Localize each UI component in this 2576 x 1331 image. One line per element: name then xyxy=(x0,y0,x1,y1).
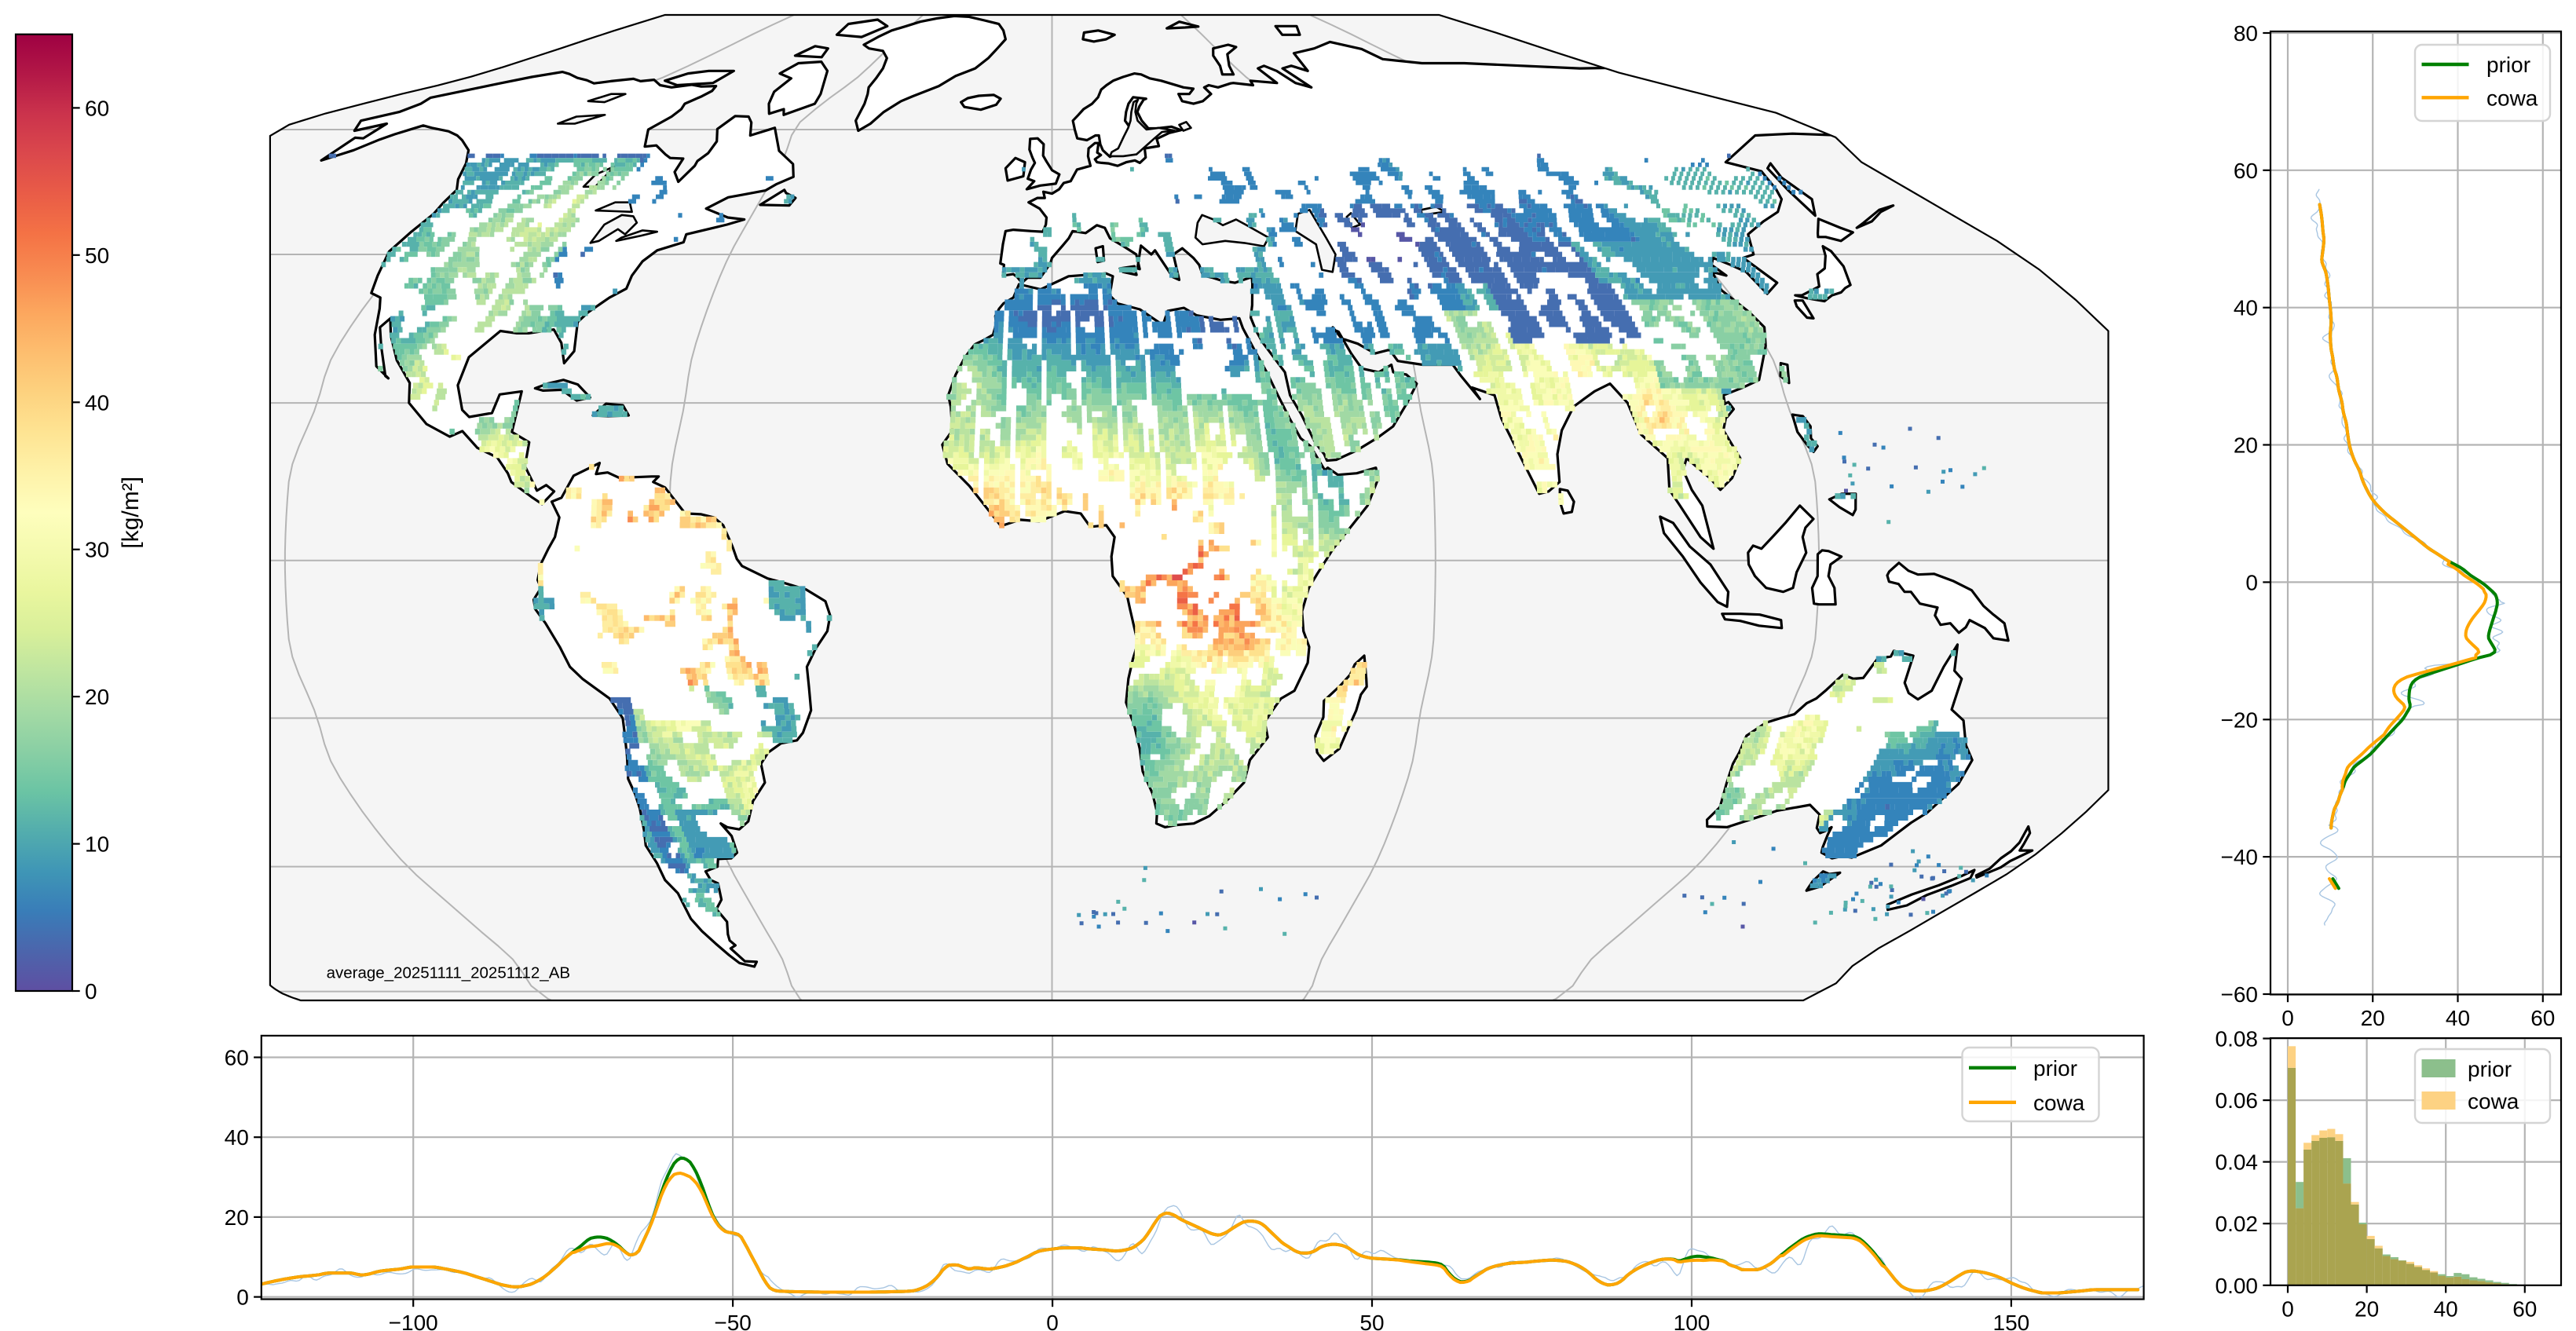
svg-text:0.00: 0.00 xyxy=(2216,1274,2259,1298)
svg-text:0: 0 xyxy=(85,979,97,1004)
svg-text:prior: prior xyxy=(2468,1057,2512,1081)
svg-text:20: 20 xyxy=(225,1205,249,1230)
svg-text:prior: prior xyxy=(2486,53,2530,77)
svg-text:40: 40 xyxy=(2446,1006,2470,1030)
svg-text:0: 0 xyxy=(2281,1006,2294,1030)
svg-text:100: 100 xyxy=(1674,1311,1711,1331)
svg-text:30: 30 xyxy=(85,538,109,562)
svg-text:0: 0 xyxy=(2281,1297,2294,1322)
svg-text:150: 150 xyxy=(1993,1311,2030,1331)
svg-text:20: 20 xyxy=(2355,1297,2379,1322)
svg-text:average_20251111_20251112_AB: average_20251111_20251112_AB xyxy=(327,964,570,982)
svg-text:0: 0 xyxy=(1046,1311,1059,1331)
svg-text:0.02: 0.02 xyxy=(2216,1212,2259,1236)
svg-text:0: 0 xyxy=(236,1285,249,1310)
svg-text:60: 60 xyxy=(225,1046,249,1070)
svg-text:40: 40 xyxy=(2234,296,2258,320)
svg-text:0.04: 0.04 xyxy=(2216,1150,2259,1175)
svg-text:−40: −40 xyxy=(2221,845,2259,869)
svg-text:−20: −20 xyxy=(2221,708,2259,732)
svg-text:60: 60 xyxy=(2530,1006,2555,1030)
svg-text:−50: −50 xyxy=(714,1311,752,1331)
svg-text:60: 60 xyxy=(85,96,109,120)
svg-text:cowa: cowa xyxy=(2468,1089,2519,1113)
svg-text:20: 20 xyxy=(2234,433,2258,458)
svg-text:prior: prior xyxy=(2033,1056,2077,1081)
svg-text:60: 60 xyxy=(2234,159,2258,183)
svg-text:60: 60 xyxy=(2512,1297,2537,1322)
svg-text:−60: −60 xyxy=(2221,982,2259,1007)
svg-text:cowa: cowa xyxy=(2033,1091,2085,1115)
svg-text:50: 50 xyxy=(85,243,109,268)
svg-text:0.08: 0.08 xyxy=(2216,1027,2259,1051)
svg-text:cowa: cowa xyxy=(2486,86,2538,110)
svg-text:20: 20 xyxy=(2361,1006,2385,1030)
svg-text:80: 80 xyxy=(2234,21,2258,46)
svg-text:40: 40 xyxy=(85,390,109,415)
svg-text:40: 40 xyxy=(2434,1297,2458,1322)
svg-text:50: 50 xyxy=(1359,1311,1384,1331)
svg-text:0.06: 0.06 xyxy=(2216,1088,2259,1113)
svg-text:[kg/m²]: [kg/m²] xyxy=(118,477,144,549)
svg-text:20: 20 xyxy=(85,685,109,709)
svg-text:−100: −100 xyxy=(389,1311,438,1331)
svg-text:10: 10 xyxy=(85,832,109,857)
svg-text:0: 0 xyxy=(2245,570,2258,594)
svg-text:40: 40 xyxy=(225,1125,249,1150)
